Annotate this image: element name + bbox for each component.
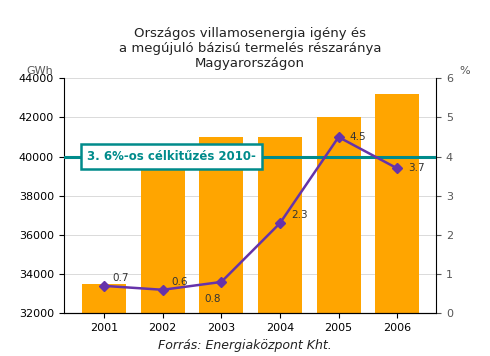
Bar bbox=[141, 149, 185, 356]
Bar bbox=[375, 94, 419, 356]
Text: Forrás: Energiaközpont Kht.: Forrás: Energiaközpont Kht. bbox=[158, 339, 332, 352]
FancyBboxPatch shape bbox=[81, 144, 262, 169]
Text: 3.7: 3.7 bbox=[408, 163, 425, 173]
Text: 3. 6%-os célkitűzés 2010-: 3. 6%-os célkitűzés 2010- bbox=[87, 150, 256, 163]
Bar bbox=[317, 117, 361, 356]
Text: 4.5: 4.5 bbox=[350, 132, 367, 142]
Text: 2.3: 2.3 bbox=[291, 210, 308, 220]
Text: 0.7: 0.7 bbox=[112, 273, 129, 283]
Text: GWh: GWh bbox=[26, 66, 53, 76]
Bar bbox=[199, 137, 244, 356]
Text: 0.8: 0.8 bbox=[205, 294, 221, 304]
Title: Országos villamosenergia igény és
a megújuló bázisú termelés részaránya
Magyaror: Országos villamosenergia igény és a megú… bbox=[119, 27, 381, 70]
Text: %: % bbox=[459, 66, 469, 76]
Bar bbox=[82, 284, 126, 356]
Bar bbox=[258, 137, 302, 356]
Text: 0.6: 0.6 bbox=[171, 277, 188, 287]
